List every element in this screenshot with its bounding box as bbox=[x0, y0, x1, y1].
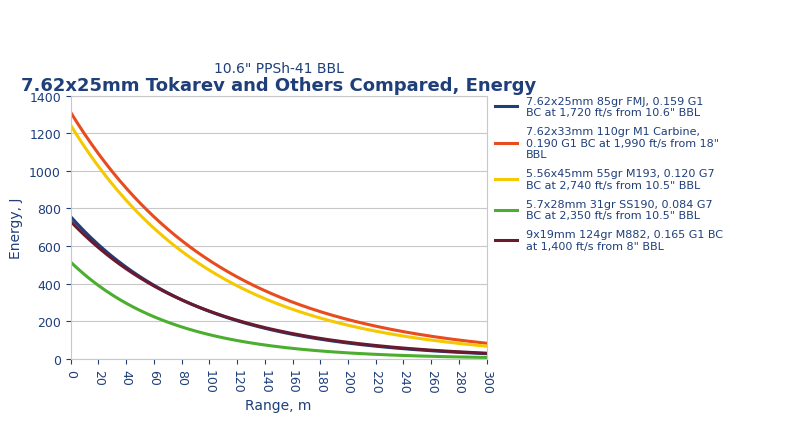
5.7x28mm 31gr SS190, 0.084 G7
BC at 2,350 ft/s from 10.5" BBL bbox=[393, 353, 403, 358]
9x19mm 124gr M882, 0.165 G1 BC
at 1,400 ft/s from 8" BBL bbox=[66, 219, 75, 224]
5.56x45mm 55gr M193, 0.120 G7
BC at 2,740 ft/s from 10.5" BBL bbox=[66, 123, 75, 128]
5.7x28mm 31gr SS190, 0.084 G7
BC at 2,350 ft/s from 10.5" BBL bbox=[234, 339, 243, 344]
5.7x28mm 31gr SS190, 0.084 G7
BC at 2,350 ft/s from 10.5" BBL bbox=[350, 351, 360, 356]
Line: 9x19mm 124gr M882, 0.165 G1 BC
at 1,400 ft/s from 8" BBL: 9x19mm 124gr M882, 0.165 G1 BC at 1,400 … bbox=[71, 222, 487, 353]
5.56x45mm 55gr M193, 0.120 G7
BC at 2,740 ft/s from 10.5" BBL bbox=[482, 344, 491, 349]
7.62x25mm 85gr FMJ, 0.159 G1
BC at 1,720 ft/s from 10.6" BBL bbox=[417, 348, 426, 353]
7.62x33mm 110gr M1 Carbine,
0.190 G1 BC at 1,990 ft/s from 18"
BBL bbox=[482, 341, 491, 346]
7.62x25mm 85gr FMJ, 0.159 G1
BC at 1,720 ft/s from 10.6" BBL bbox=[234, 319, 243, 324]
9x19mm 124gr M882, 0.165 G1 BC
at 1,400 ft/s from 8" BBL bbox=[350, 341, 360, 346]
7.62x25mm 85gr FMJ, 0.159 G1
BC at 1,720 ft/s from 10.6" BBL bbox=[393, 346, 403, 351]
5.56x45mm 55gr M193, 0.120 G7
BC at 2,740 ft/s from 10.5" BBL bbox=[451, 341, 461, 346]
7.62x25mm 85gr FMJ, 0.159 G1
BC at 1,720 ft/s from 10.6" BBL bbox=[247, 323, 257, 328]
Legend: 7.62x25mm 85gr FMJ, 0.159 G1
BC at 1,720 ft/s from 10.6" BBL, 7.62x33mm 110gr M1: 7.62x25mm 85gr FMJ, 0.159 G1 BC at 1,720… bbox=[495, 96, 723, 251]
5.56x45mm 55gr M193, 0.120 G7
BC at 2,740 ft/s from 10.5" BBL bbox=[234, 284, 243, 290]
5.56x45mm 55gr M193, 0.120 G7
BC at 2,740 ft/s from 10.5" BBL bbox=[393, 333, 403, 338]
9x19mm 124gr M882, 0.165 G1 BC
at 1,400 ft/s from 8" BBL bbox=[451, 349, 461, 354]
5.7x28mm 31gr SS190, 0.084 G7
BC at 2,350 ft/s from 10.5" BBL bbox=[66, 260, 75, 265]
Line: 5.7x28mm 31gr SS190, 0.084 G7
BC at 2,350 ft/s from 10.5" BBL: 5.7x28mm 31gr SS190, 0.084 G7 BC at 2,35… bbox=[71, 262, 487, 358]
7.62x25mm 85gr FMJ, 0.159 G1
BC at 1,720 ft/s from 10.6" BBL bbox=[350, 342, 360, 347]
Line: 5.56x45mm 55gr M193, 0.120 G7
BC at 2,740 ft/s from 10.5" BBL: 5.56x45mm 55gr M193, 0.120 G7 BC at 2,74… bbox=[71, 126, 487, 346]
7.62x33mm 110gr M1 Carbine,
0.190 G1 BC at 1,990 ft/s from 18"
BBL bbox=[451, 337, 461, 343]
7.62x33mm 110gr M1 Carbine,
0.190 G1 BC at 1,990 ft/s from 18"
BBL bbox=[234, 276, 243, 281]
7.62x33mm 110gr M1 Carbine,
0.190 G1 BC at 1,990 ft/s from 18"
BBL bbox=[393, 328, 403, 333]
Text: 10.6" PPSh-41 BBL: 10.6" PPSh-41 BBL bbox=[214, 61, 344, 75]
Line: 7.62x33mm 110gr M1 Carbine,
0.190 G1 BC at 1,990 ft/s from 18"
BBL: 7.62x33mm 110gr M1 Carbine, 0.190 G1 BC … bbox=[71, 113, 487, 343]
9x19mm 124gr M882, 0.165 G1 BC
at 1,400 ft/s from 8" BBL bbox=[482, 351, 491, 356]
5.56x45mm 55gr M193, 0.120 G7
BC at 2,740 ft/s from 10.5" BBL bbox=[247, 291, 257, 296]
7.62x25mm 85gr FMJ, 0.159 G1
BC at 1,720 ft/s from 10.6" BBL bbox=[451, 350, 461, 355]
7.62x25mm 85gr FMJ, 0.159 G1
BC at 1,720 ft/s from 10.6" BBL bbox=[66, 215, 75, 220]
7.62x33mm 110gr M1 Carbine,
0.190 G1 BC at 1,990 ft/s from 18"
BBL bbox=[417, 332, 426, 338]
Y-axis label: Energy, J: Energy, J bbox=[9, 197, 24, 258]
Title: 7.62x25mm Tokarev and Others Compared, Energy: 7.62x25mm Tokarev and Others Compared, E… bbox=[21, 77, 536, 95]
7.62x33mm 110gr M1 Carbine,
0.190 G1 BC at 1,990 ft/s from 18"
BBL bbox=[66, 110, 75, 116]
5.56x45mm 55gr M193, 0.120 G7
BC at 2,740 ft/s from 10.5" BBL bbox=[417, 336, 426, 342]
9x19mm 124gr M882, 0.165 G1 BC
at 1,400 ft/s from 8" BBL bbox=[417, 347, 426, 352]
5.7x28mm 31gr SS190, 0.084 G7
BC at 2,350 ft/s from 10.5" BBL bbox=[482, 355, 491, 360]
9x19mm 124gr M882, 0.165 G1 BC
at 1,400 ft/s from 8" BBL bbox=[247, 322, 257, 327]
7.62x33mm 110gr M1 Carbine,
0.190 G1 BC at 1,990 ft/s from 18"
BBL bbox=[350, 319, 360, 324]
9x19mm 124gr M882, 0.165 G1 BC
at 1,400 ft/s from 8" BBL bbox=[234, 318, 243, 324]
5.7x28mm 31gr SS190, 0.084 G7
BC at 2,350 ft/s from 10.5" BBL bbox=[247, 341, 257, 346]
5.7x28mm 31gr SS190, 0.084 G7
BC at 2,350 ft/s from 10.5" BBL bbox=[417, 353, 426, 359]
7.62x25mm 85gr FMJ, 0.159 G1
BC at 1,720 ft/s from 10.6" BBL bbox=[482, 351, 491, 357]
X-axis label: Range, m: Range, m bbox=[246, 398, 312, 412]
5.7x28mm 31gr SS190, 0.084 G7
BC at 2,350 ft/s from 10.5" BBL bbox=[451, 354, 461, 360]
Line: 7.62x25mm 85gr FMJ, 0.159 G1
BC at 1,720 ft/s from 10.6" BBL: 7.62x25mm 85gr FMJ, 0.159 G1 BC at 1,720… bbox=[71, 217, 487, 354]
9x19mm 124gr M882, 0.165 G1 BC
at 1,400 ft/s from 8" BBL bbox=[393, 345, 403, 350]
7.62x33mm 110gr M1 Carbine,
0.190 G1 BC at 1,990 ft/s from 18"
BBL bbox=[247, 283, 257, 288]
5.56x45mm 55gr M193, 0.120 G7
BC at 2,740 ft/s from 10.5" BBL bbox=[350, 325, 360, 330]
